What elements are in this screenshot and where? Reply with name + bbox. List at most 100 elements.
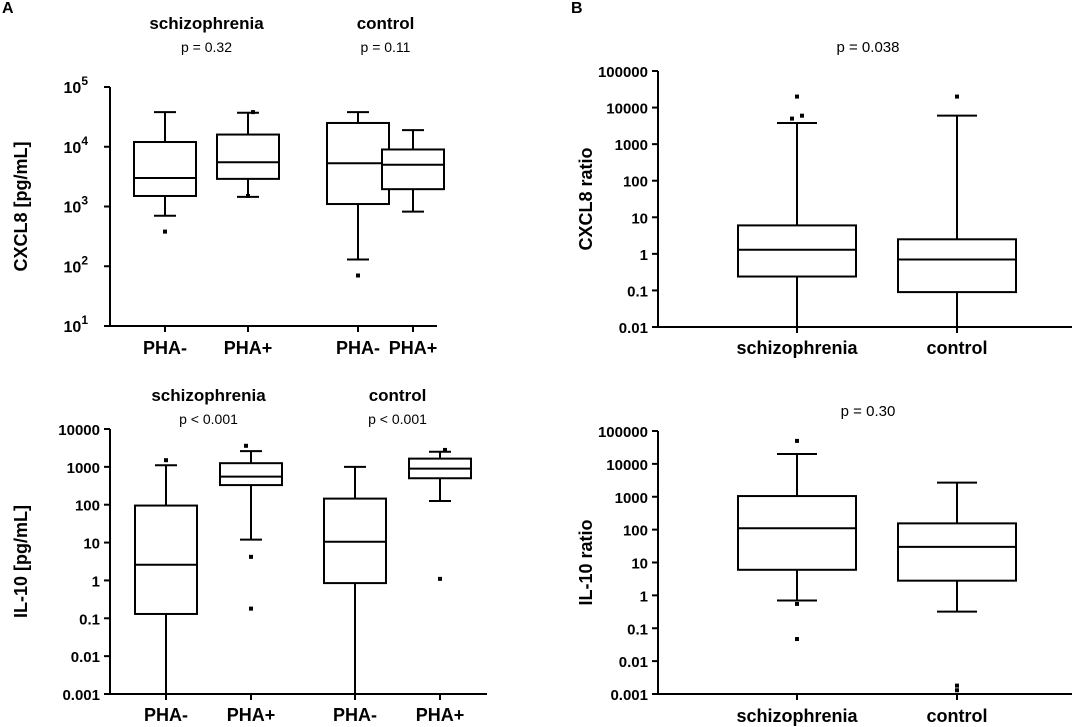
y-tick-label: 104 (64, 134, 89, 157)
y-tick-label: 1000 (615, 490, 648, 507)
y-tick-label: 0.001 (610, 687, 648, 704)
x-tick-label: PHA- (143, 338, 187, 358)
outlier-point (955, 688, 959, 693)
box-iqr (897, 522, 1017, 582)
y-tick-label: 10000 (606, 457, 648, 474)
box-iqr (737, 495, 857, 571)
group-p-value: p = 0.11 (361, 39, 411, 55)
group-label: control (357, 14, 415, 33)
x-tick-label: control (927, 706, 988, 726)
x-tick-label: schizophrenia (736, 338, 858, 358)
chart-a2: 0.001 0.01 0.1 1 10 100 1000 10000 IL-10 [pg/mL]… (11, 386, 487, 725)
y-tick-label: 100000 (598, 64, 648, 81)
outlier-point (795, 438, 799, 443)
y-tick-label: 1000 (615, 137, 648, 154)
box-iqr (897, 238, 1017, 294)
x-tick-label: PHA+ (224, 338, 273, 358)
box-2 (897, 94, 1017, 327)
box-1 (737, 94, 857, 327)
box-4 (408, 447, 472, 581)
outlier-point (249, 554, 253, 559)
box-2 (216, 110, 280, 198)
box-iqr (219, 462, 283, 487)
box-4 (381, 129, 445, 213)
x-tick-label: PHA+ (389, 338, 438, 358)
box-3 (326, 111, 390, 278)
y-tick-label: 100 (75, 498, 100, 515)
y-tick-label: 101 (64, 313, 89, 336)
y-tick-label: 102 (64, 253, 89, 276)
outlier-point (800, 113, 804, 118)
outlier-point (244, 443, 248, 448)
y-tick-label: 0.1 (627, 283, 648, 300)
outlier-point (249, 606, 253, 611)
group-label: schizophrenia (151, 386, 266, 405)
chart-title: p = 0.30 (841, 403, 896, 420)
y-tick-label: 10 (83, 536, 100, 553)
y-tick-label: 0.01 (619, 654, 648, 671)
box-1 (134, 458, 198, 694)
outlier-point (790, 116, 794, 121)
box-iqr (133, 141, 197, 197)
x-tick-label: PHA- (336, 338, 380, 358)
y-tick-label: 10000 (58, 422, 100, 439)
outlier-point (164, 458, 168, 463)
y-tick-label: 0.1 (627, 621, 648, 638)
y-tick-label: 0.01 (71, 649, 100, 666)
x-tick-label: control (927, 338, 988, 358)
outlier-point (955, 94, 959, 99)
y-tick-label: 1 (92, 573, 100, 590)
y-axis-label: CXCL8 [pg/mL] (11, 142, 31, 272)
y-axis-label: IL-10 ratio (576, 519, 596, 605)
y-tick-label: 105 (64, 74, 89, 97)
chart-b2: 0.001 0.01 0.1 1 10 100 1000 10000 100000 IL-10 r… (576, 403, 1072, 726)
y-tick-label: 10 (631, 210, 648, 227)
outlier-point (246, 193, 250, 198)
y-axis-label: CXCL8 ratio (576, 147, 596, 250)
box-iqr (216, 133, 280, 180)
y-tick-label: 100 (623, 174, 648, 191)
outlier-point (795, 94, 799, 99)
panel-letter-a: A (2, 0, 14, 17)
box-iqr (134, 504, 198, 615)
y-tick-label: 100000 (598, 424, 648, 441)
outlier-point (443, 447, 447, 452)
outlier-point (251, 110, 255, 115)
box-iqr (381, 148, 445, 191)
box-1 (737, 438, 857, 642)
panel-letter-b: B (571, 0, 583, 17)
x-tick-label: PHA- (333, 705, 377, 725)
outlier-point (356, 273, 360, 278)
outlier-point (955, 683, 959, 688)
outlier-point (163, 229, 167, 234)
group-p-value: p < 0.001 (368, 411, 427, 427)
chart-title: p = 0.038 (837, 39, 900, 56)
x-tick-label: schizophrenia (736, 706, 858, 726)
y-axis-label: IL-10 [pg/mL] (11, 505, 31, 618)
y-tick-label: 1000 (67, 460, 100, 477)
x-tick-label: PHA+ (416, 705, 465, 725)
y-tick-label: 103 (64, 194, 89, 217)
y-tick-label: 1 (640, 588, 648, 605)
box-2 (219, 443, 283, 611)
chart-a1: 101 102 103 104 105 CXCL8 [pg/mL] PHA- PHA+ PHA-… (11, 14, 445, 358)
group-p-value: p = 0.32 (181, 39, 232, 55)
box-3 (323, 465, 387, 694)
y-tick-label: 0.1 (79, 611, 100, 628)
box-iqr (737, 224, 857, 278)
box-2 (897, 481, 1017, 693)
y-tick-label: 10 (631, 556, 648, 573)
x-tick-label: PHA- (144, 705, 188, 725)
y-tick-label: 10000 (606, 101, 648, 118)
outlier-point (795, 637, 799, 642)
chart-b1: 0.01 0.1 1 10 100 1000 10000 100000 CXCL8 ratio s… (576, 39, 1072, 358)
y-tick-label: 100 (623, 523, 648, 540)
y-tick-label: 0.01 (619, 320, 648, 337)
group-label: schizophrenia (149, 14, 264, 33)
outlier-point (795, 601, 799, 606)
y-tick-label: 1 (640, 247, 648, 264)
box-1 (133, 111, 197, 234)
group-p-value: p < 0.001 (179, 411, 238, 427)
y-tick-label: 0.001 (62, 687, 100, 704)
